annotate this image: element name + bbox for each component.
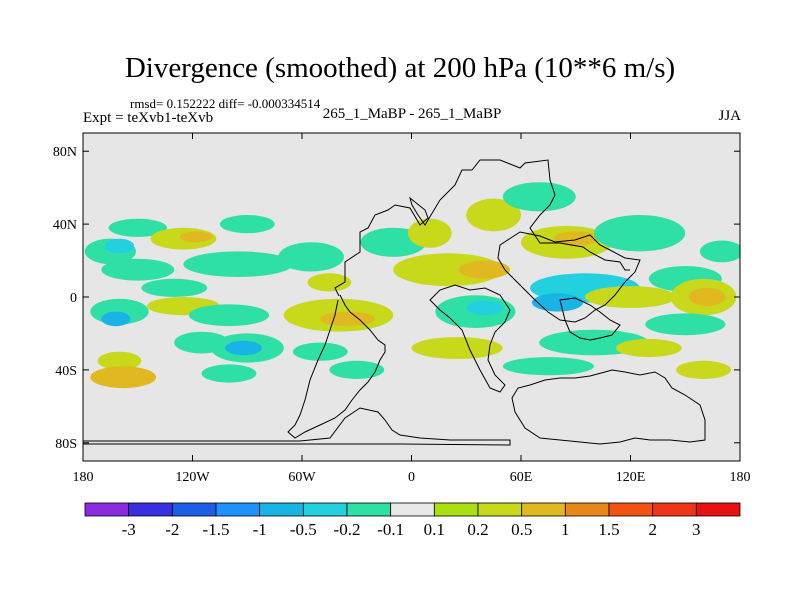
contour-blob [108,218,167,237]
contour-blob [407,218,452,248]
colorbar-label: 1.5 [598,520,619,539]
contour-blob [688,287,726,307]
contour-blob [97,351,142,370]
colorbar-label: -1.5 [203,520,230,539]
colorbar-swatch [433,502,479,517]
coastline-south-america [287,294,386,439]
coastline-australia [511,369,706,445]
x-tick-label: 120W [175,470,210,485]
y-tick-label: 80S [55,437,77,452]
x-tick-label: 180 [73,470,94,485]
contour-blob [188,304,270,327]
colorbar-swatch [215,502,261,517]
contour-blob [502,357,594,376]
colorbar-label: 2 [648,520,657,539]
contour-blob [502,182,576,212]
contour-blob [179,231,213,243]
contour-blob [292,342,348,361]
x-tick-label: 60E [510,470,533,485]
case-label: 265_1_MaBP - 265_1_MaBP [322,106,502,122]
colorbar-label: -0.1 [377,520,404,539]
coastline-africa [429,284,511,393]
colorbar-swatch [259,502,304,517]
coastline-asia [497,231,641,323]
contour-blob [645,313,726,336]
contour-blob [201,364,257,383]
contour-blob [104,238,135,254]
contour-blob [699,240,740,263]
coastline-maritime [559,297,621,341]
coastline-americas [334,159,630,297]
colorbar-swatch [84,502,130,517]
colorbar-swatch [346,502,392,517]
colorbar-swatch [477,502,523,517]
contour-blob [458,260,511,279]
contour-blob [615,338,682,358]
x-tick-label: 60W [288,470,316,485]
x-tick-label: 180 [730,470,751,485]
x-tick-label: 120E [616,470,646,485]
x-axis: 180 120W 60W 0 60E 120E 180 [73,133,751,485]
contour-blob [320,311,375,327]
colorbar-label: 3 [692,520,701,539]
colorbar-label: -0.2 [334,520,361,539]
y-tick-label: 80N [53,145,77,160]
colorbar-label: 0.1 [424,520,445,539]
colorbar-label: -3 [122,520,136,539]
colorbar-label: -0.5 [290,520,317,539]
colorbar-swatch [695,502,741,517]
experiment-label: Expt = teXvb1-teXvb [83,110,214,126]
contour-blob [101,258,175,281]
colorbar-swatch [652,502,697,517]
contour-blob [553,231,598,246]
coastline-layer [83,159,706,446]
colorbar-swatch [171,502,217,517]
contour-blob [101,311,131,327]
contour-blob [594,215,686,252]
colorbar-label: 0.2 [467,520,488,539]
colorbar-swatch [608,502,654,517]
colorbar-label: 1 [561,520,570,539]
y-tick-label: 40N [53,218,77,233]
colorbar-swatch [521,502,566,517]
y-axis: 80N 40N 0 40S 80S [53,145,740,452]
contour-blob [183,251,293,277]
stats-line: rmsd= 0.152222 diff= -0.000334514 [130,96,321,111]
contour-blob [466,300,503,316]
contour-blob [90,366,157,389]
colorbar-label: -1 [253,520,267,539]
contour-blob [466,198,521,232]
contour-blob [307,273,352,292]
contour-blob [141,278,208,297]
contour-blob [278,242,344,272]
season-label: JJA [718,108,741,124]
colorbar-swatch [390,502,435,517]
y-tick-label: 40S [55,364,77,379]
colorbar-swatch [128,502,173,517]
colorbar-swatch [564,502,610,517]
x-tick-label: 0 [408,470,415,485]
contour-blob [531,293,584,312]
colorbar-swatch [302,502,348,517]
chart-title: Divergence (smoothed) at 200 hPa (10**6 … [124,52,676,84]
contour-blob [411,337,503,359]
contour-blob [584,286,677,308]
contour-fill-layer [84,182,740,389]
contour-blob [329,360,385,379]
contour-blob [225,340,262,356]
colorbar-label: -2 [165,520,179,539]
colorbar-label: 0.5 [511,520,532,539]
contour-blob [219,215,275,234]
colorbar: -3 -2 -1.5 -1 -0.5 -0.2 -0.1 0.1 0.2 0.5 1 1.5 2 3 [84,502,741,539]
y-tick-label: 0 [70,291,77,306]
coastline-antarctica [83,407,511,446]
contour-blob [676,360,731,379]
